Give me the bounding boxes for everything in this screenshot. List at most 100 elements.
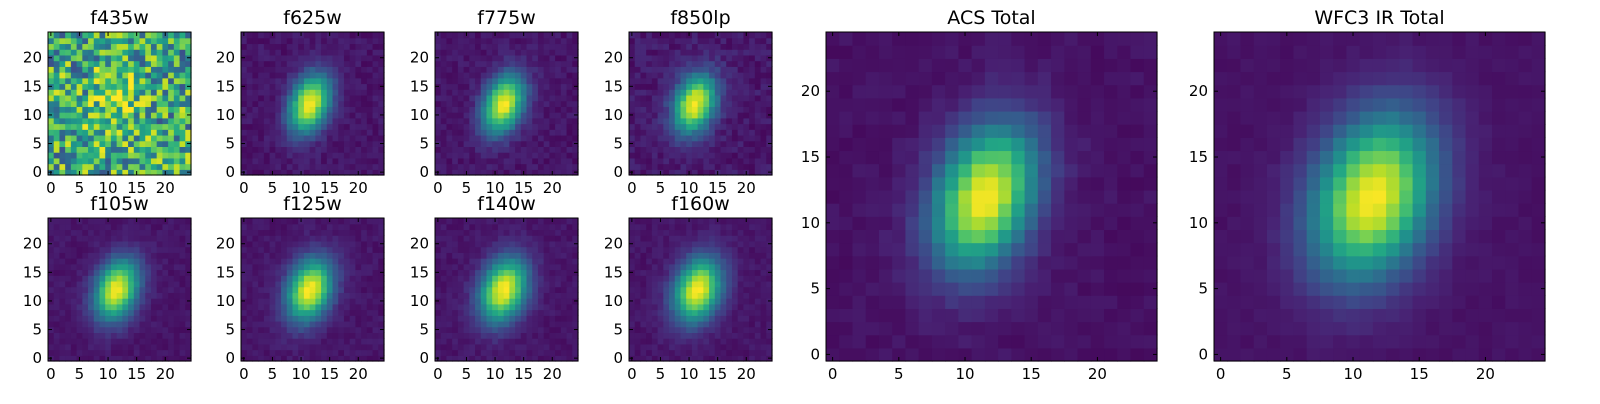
heatmap-cell [310,344,316,350]
heatmap-cell [344,350,350,356]
heatmap-cell [544,350,550,356]
heatmap-cell [509,146,515,152]
heatmap-cell [669,332,675,338]
heatmap-cell [498,135,504,141]
heatmap-cell [549,247,555,253]
heatmap-cell [721,43,727,49]
heatmap-cell [270,344,276,350]
heatmap-cell [527,141,533,147]
heatmap-cell [258,338,264,344]
heatmap-cell [88,55,94,61]
heatmap-cell [686,49,692,55]
heatmap-cell [270,38,276,44]
heatmap-cell [721,327,727,333]
heatmap-cell [703,61,709,67]
heatmap-cell [310,315,316,321]
heatmap-cell [304,95,310,101]
heatmap-cell [692,101,698,107]
heatmap-cell [117,247,123,253]
heatmap-cell [532,350,538,356]
heatmap-cell [292,258,298,264]
heatmap-cell [561,287,567,293]
heatmap-cell [134,298,140,304]
heatmap-cell [441,101,447,107]
heatmap-cell [111,264,117,270]
heatmap-cell [321,298,327,304]
heatmap-cell [555,327,561,333]
heatmap-cell [65,83,71,89]
heatmap-cell [275,247,281,253]
heatmap-cell [532,61,538,67]
heatmap-cell [162,315,168,321]
heatmap-cell [350,332,356,338]
heatmap-cell [663,315,669,321]
heatmap-cell [680,350,686,356]
heatmap-cell [350,315,356,321]
heatmap-cell [54,135,60,141]
heatmap-cell [446,224,452,230]
heatmap-cell [555,146,561,152]
heatmap-cell [105,61,111,67]
heatmap-cell [258,61,264,67]
heatmap-cell [151,38,157,44]
heatmap-cell [344,264,350,270]
heatmap-cell [264,101,270,107]
heatmap-cell [738,275,744,281]
heatmap-cell [134,129,140,135]
heatmap-cell [675,344,681,350]
heatmap-cell [270,229,276,235]
heatmap-cell [515,83,521,89]
heatmap-cell [174,292,180,298]
heatmap-cell [264,106,270,112]
heatmap-cell [498,304,504,310]
heatmap-cell [174,118,180,124]
heatmap-cell [241,146,247,152]
heatmap-cell [117,152,123,158]
heatmap-cell [663,106,669,112]
heatmap-cell [486,83,492,89]
heatmap-cell [544,264,550,270]
heatmap-cell [561,321,567,327]
heatmap-cell [145,112,151,118]
heatmap-cell [755,95,761,101]
heatmap-cell [515,264,521,270]
heatmap-cell [344,327,350,333]
heatmap-cell [743,66,749,72]
heatmap-cell [298,229,304,235]
heatmap-cell [344,344,350,350]
heatmap-cell [315,152,321,158]
heatmap-cell [264,229,270,235]
heatmap-cell [629,43,635,49]
heatmap-cell [640,269,646,275]
heatmap-cell [59,135,65,141]
heatmap-cell [692,164,698,170]
heatmap-cell [367,141,373,147]
heatmap-cell [65,275,71,281]
heatmap-cell [452,258,458,264]
heatmap-cell [652,350,658,356]
heatmap-cell [652,129,658,135]
heatmap-cell [464,158,470,164]
heatmap-cell [481,310,487,316]
heatmap-cell [640,135,646,141]
heatmap-cell [315,229,321,235]
heatmap-cell [709,310,715,316]
heatmap-cell [452,43,458,49]
heatmap-cell [292,332,298,338]
heatmap-cell [174,72,180,78]
heatmap-cell [270,287,276,293]
heatmap-cell [446,350,452,356]
heatmap-cell [145,95,151,101]
heatmap-cell [258,258,264,264]
heatmap-cell [481,32,487,38]
heatmap-cell [134,235,140,241]
heatmap-cell [652,89,658,95]
heatmap-cell [174,135,180,141]
heatmap-cell [635,55,641,61]
heatmap-cell [732,321,738,327]
heatmap-cell [140,264,146,270]
heatmap-cell [162,264,168,270]
heatmap-cell [134,152,140,158]
heatmap-cell [669,164,675,170]
heatmap-cell [435,332,441,338]
